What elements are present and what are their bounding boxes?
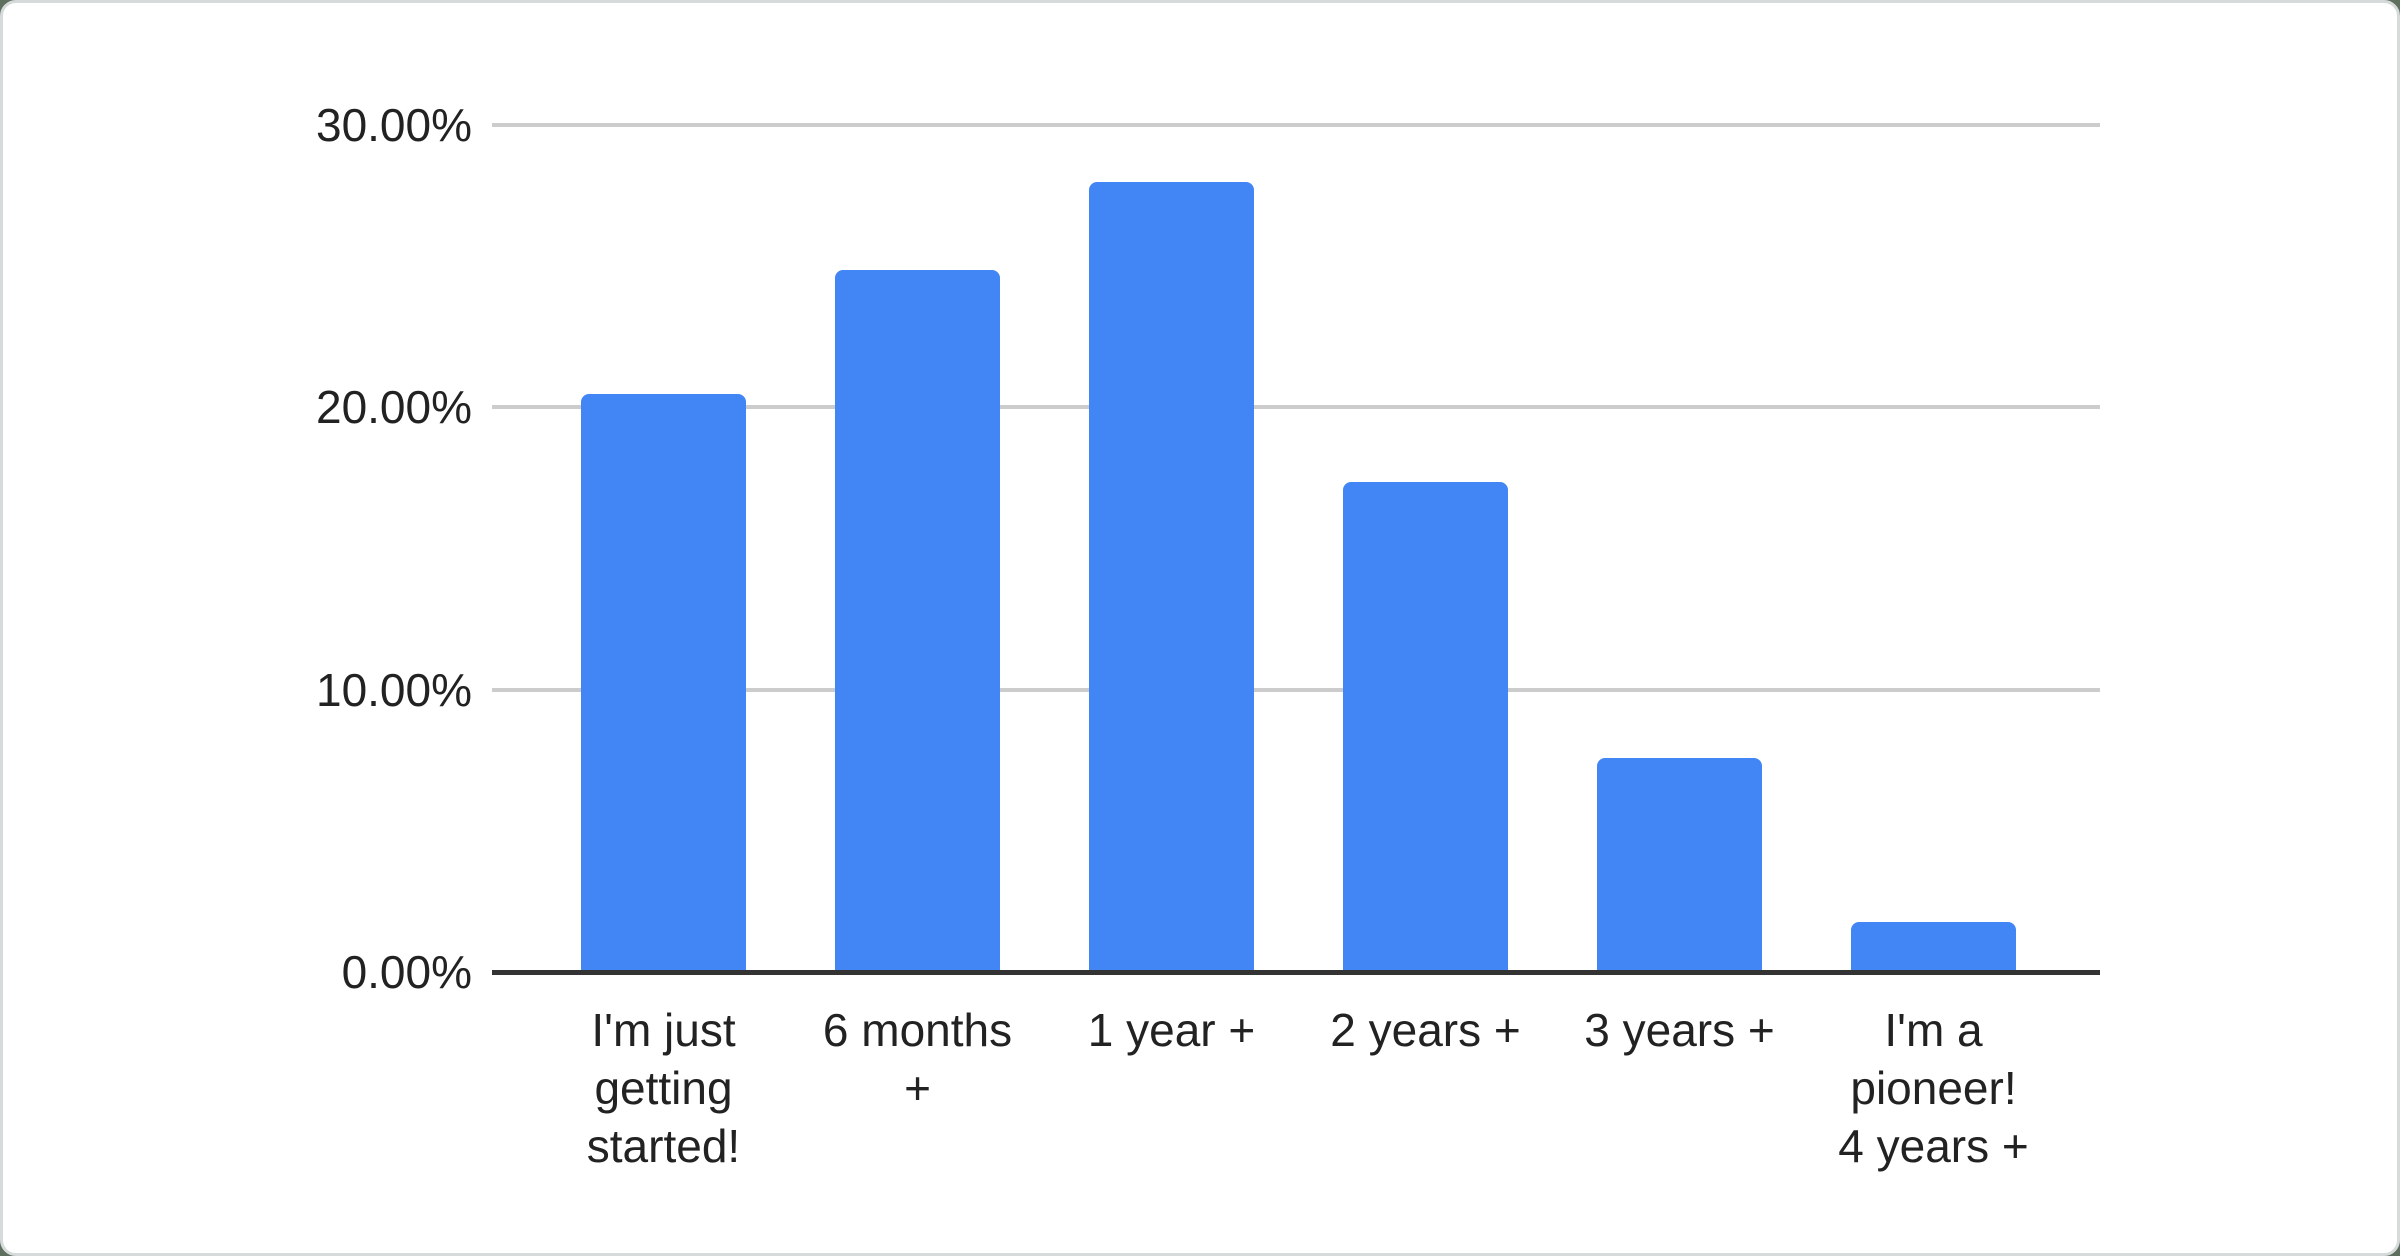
bar[interactable] xyxy=(581,394,746,970)
bar[interactable] xyxy=(1597,758,1762,970)
y-gridline xyxy=(492,405,2100,410)
x-category-label: I'm just getting started! xyxy=(586,1004,741,1172)
x-axis-line xyxy=(492,969,2100,975)
y-gridline xyxy=(492,123,2100,127)
bar[interactable] xyxy=(1089,182,1254,970)
y-tick-label: 20.00% xyxy=(315,381,472,434)
bar[interactable] xyxy=(835,269,1000,970)
x-category-label: 2 years + xyxy=(1330,1004,1521,1056)
bar[interactable] xyxy=(1343,481,1508,970)
y-tick-label: 10.00% xyxy=(315,663,472,716)
x-category-label: 6 months + xyxy=(822,1004,1013,1114)
bar[interactable] xyxy=(1851,922,2016,970)
y-tick-label: 0.00% xyxy=(341,946,472,998)
x-category-label: 1 year + xyxy=(1087,1004,1256,1056)
y-tick-label: 30.00% xyxy=(315,99,472,151)
y-gridline xyxy=(492,687,2100,692)
x-category-label: 3 years + xyxy=(1584,1004,1775,1056)
x-category-label: I'm a pioneer! 4 years + xyxy=(1838,1004,2029,1172)
plot-area: 0.00% 10.00% 20.00% 30.00% I'm just getting … xyxy=(316,99,2100,1172)
